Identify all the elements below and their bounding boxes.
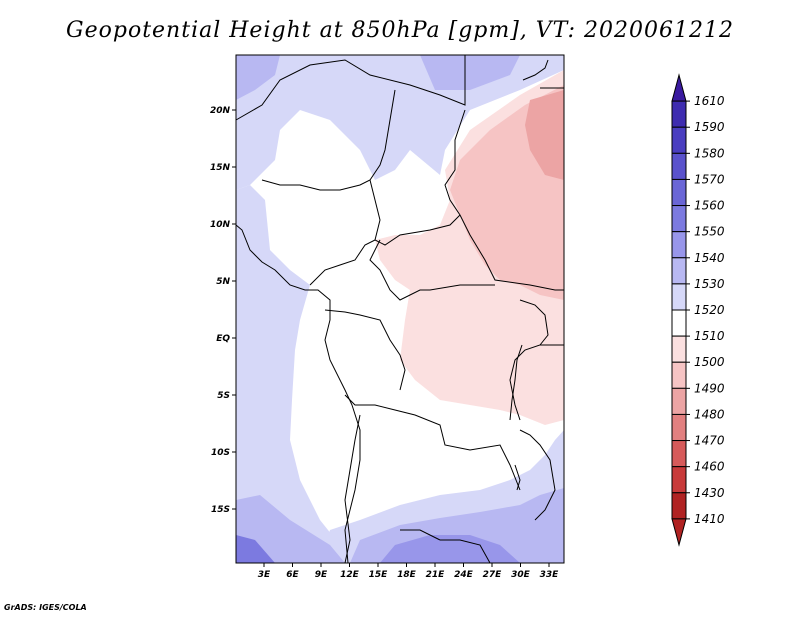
lat-tick-label: 20N bbox=[210, 106, 231, 116]
colorbar-top-arrow bbox=[671, 73, 687, 102]
colorbar-label: 1550 bbox=[694, 225, 725, 239]
colorbar-segment bbox=[671, 309, 687, 337]
blue-region-west bbox=[236, 185, 340, 563]
lat-tick-label: 15N bbox=[210, 163, 231, 173]
lon-tick-label: 21E bbox=[426, 570, 446, 580]
lon-tick-label: 15E bbox=[369, 570, 389, 580]
blue-region-north bbox=[236, 55, 564, 190]
blue-region-deeper-south bbox=[380, 535, 520, 563]
colorbar-label: 1540 bbox=[694, 251, 725, 265]
colorbar-label: 1500 bbox=[694, 355, 725, 369]
lat-axis: 20N 15N 10N 5N EQ 5S 10S 15S bbox=[210, 106, 236, 515]
colorbar-segment bbox=[671, 100, 687, 128]
lat-tick-label: 5N bbox=[216, 277, 230, 287]
colorbar-label: 1610 bbox=[694, 94, 725, 108]
colorbar-label: 1510 bbox=[694, 329, 725, 343]
coastline bbox=[235, 59, 549, 564]
lon-tick-label: 33E bbox=[540, 570, 560, 580]
lat-tick-label: 10S bbox=[211, 448, 230, 458]
map-plot-area bbox=[236, 55, 564, 563]
colorbar-segment bbox=[671, 335, 687, 363]
colorbar-segment bbox=[671, 257, 687, 285]
colorbar-segment bbox=[671, 361, 687, 389]
country-borders bbox=[235, 55, 564, 564]
lon-tick-label: 30E bbox=[511, 570, 531, 580]
colorbar-segment bbox=[671, 152, 687, 180]
colorbar-segment bbox=[671, 466, 687, 494]
colorbar-label: 1530 bbox=[694, 277, 725, 291]
colorbar-label: 1460 bbox=[694, 460, 725, 474]
lat-tick-label: 5S bbox=[217, 391, 230, 401]
credit-label: GrADS: IGES/COLA bbox=[4, 603, 87, 612]
lon-tick-label: 3E bbox=[258, 570, 271, 580]
colorbar-label: 1590 bbox=[694, 120, 725, 134]
colorbar-segment bbox=[671, 440, 687, 468]
colorbar-segment bbox=[671, 178, 687, 207]
lon-tick-label: 27E bbox=[483, 570, 503, 580]
colorbar-label: 1580 bbox=[694, 146, 725, 160]
map-title: Geopotential Height at 850hPa [gpm], VT:… bbox=[66, 18, 734, 43]
lon-tick-label: 9E bbox=[315, 570, 328, 580]
colorbar-segment bbox=[671, 283, 687, 311]
colorbar-label: 1480 bbox=[694, 407, 725, 421]
colorbar-label: 1570 bbox=[694, 172, 725, 186]
colorbar: 1610 1590 1580 1570 1560 1550 1540 1530 1520 1510… bbox=[671, 73, 725, 547]
pink-region-core bbox=[525, 90, 564, 180]
blue-region-ne bbox=[420, 55, 520, 90]
blue-region-deepest-sw bbox=[236, 535, 275, 563]
lon-axis: 3E 6E 9E 12E 15E 18E 21E 24E 27E 30E 33E bbox=[258, 563, 559, 580]
lon-tick-label: 18E bbox=[397, 570, 417, 580]
colorbar-bottom-arrow bbox=[671, 518, 687, 547]
colorbar-segment bbox=[671, 387, 687, 415]
colorbar-label: 1410 bbox=[694, 512, 725, 526]
colorbar-label: 1470 bbox=[694, 434, 725, 448]
colorbar-label: 1490 bbox=[694, 381, 725, 395]
lat-tick-label: EQ bbox=[216, 334, 230, 344]
blue-region-nw-corner bbox=[236, 55, 280, 100]
colorbar-segment bbox=[671, 413, 687, 442]
colorbar-label: 1430 bbox=[694, 486, 725, 500]
colorbar-label: 1560 bbox=[694, 199, 725, 213]
lon-tick-label: 6E bbox=[286, 570, 299, 580]
colorbar-label: 1520 bbox=[694, 303, 725, 317]
colorbar-segment bbox=[671, 205, 687, 233]
lon-tick-label: 24E bbox=[454, 570, 474, 580]
colorbar-segment bbox=[671, 231, 687, 259]
blue-region-darker-south bbox=[236, 495, 345, 563]
colorbar-segment bbox=[671, 126, 687, 154]
lat-tick-label: 10N bbox=[210, 220, 231, 230]
lat-tick-label: 15S bbox=[211, 505, 230, 515]
map-frame bbox=[235, 54, 565, 564]
lon-tick-label: 12E bbox=[340, 570, 360, 580]
colorbar-segment bbox=[671, 492, 687, 520]
